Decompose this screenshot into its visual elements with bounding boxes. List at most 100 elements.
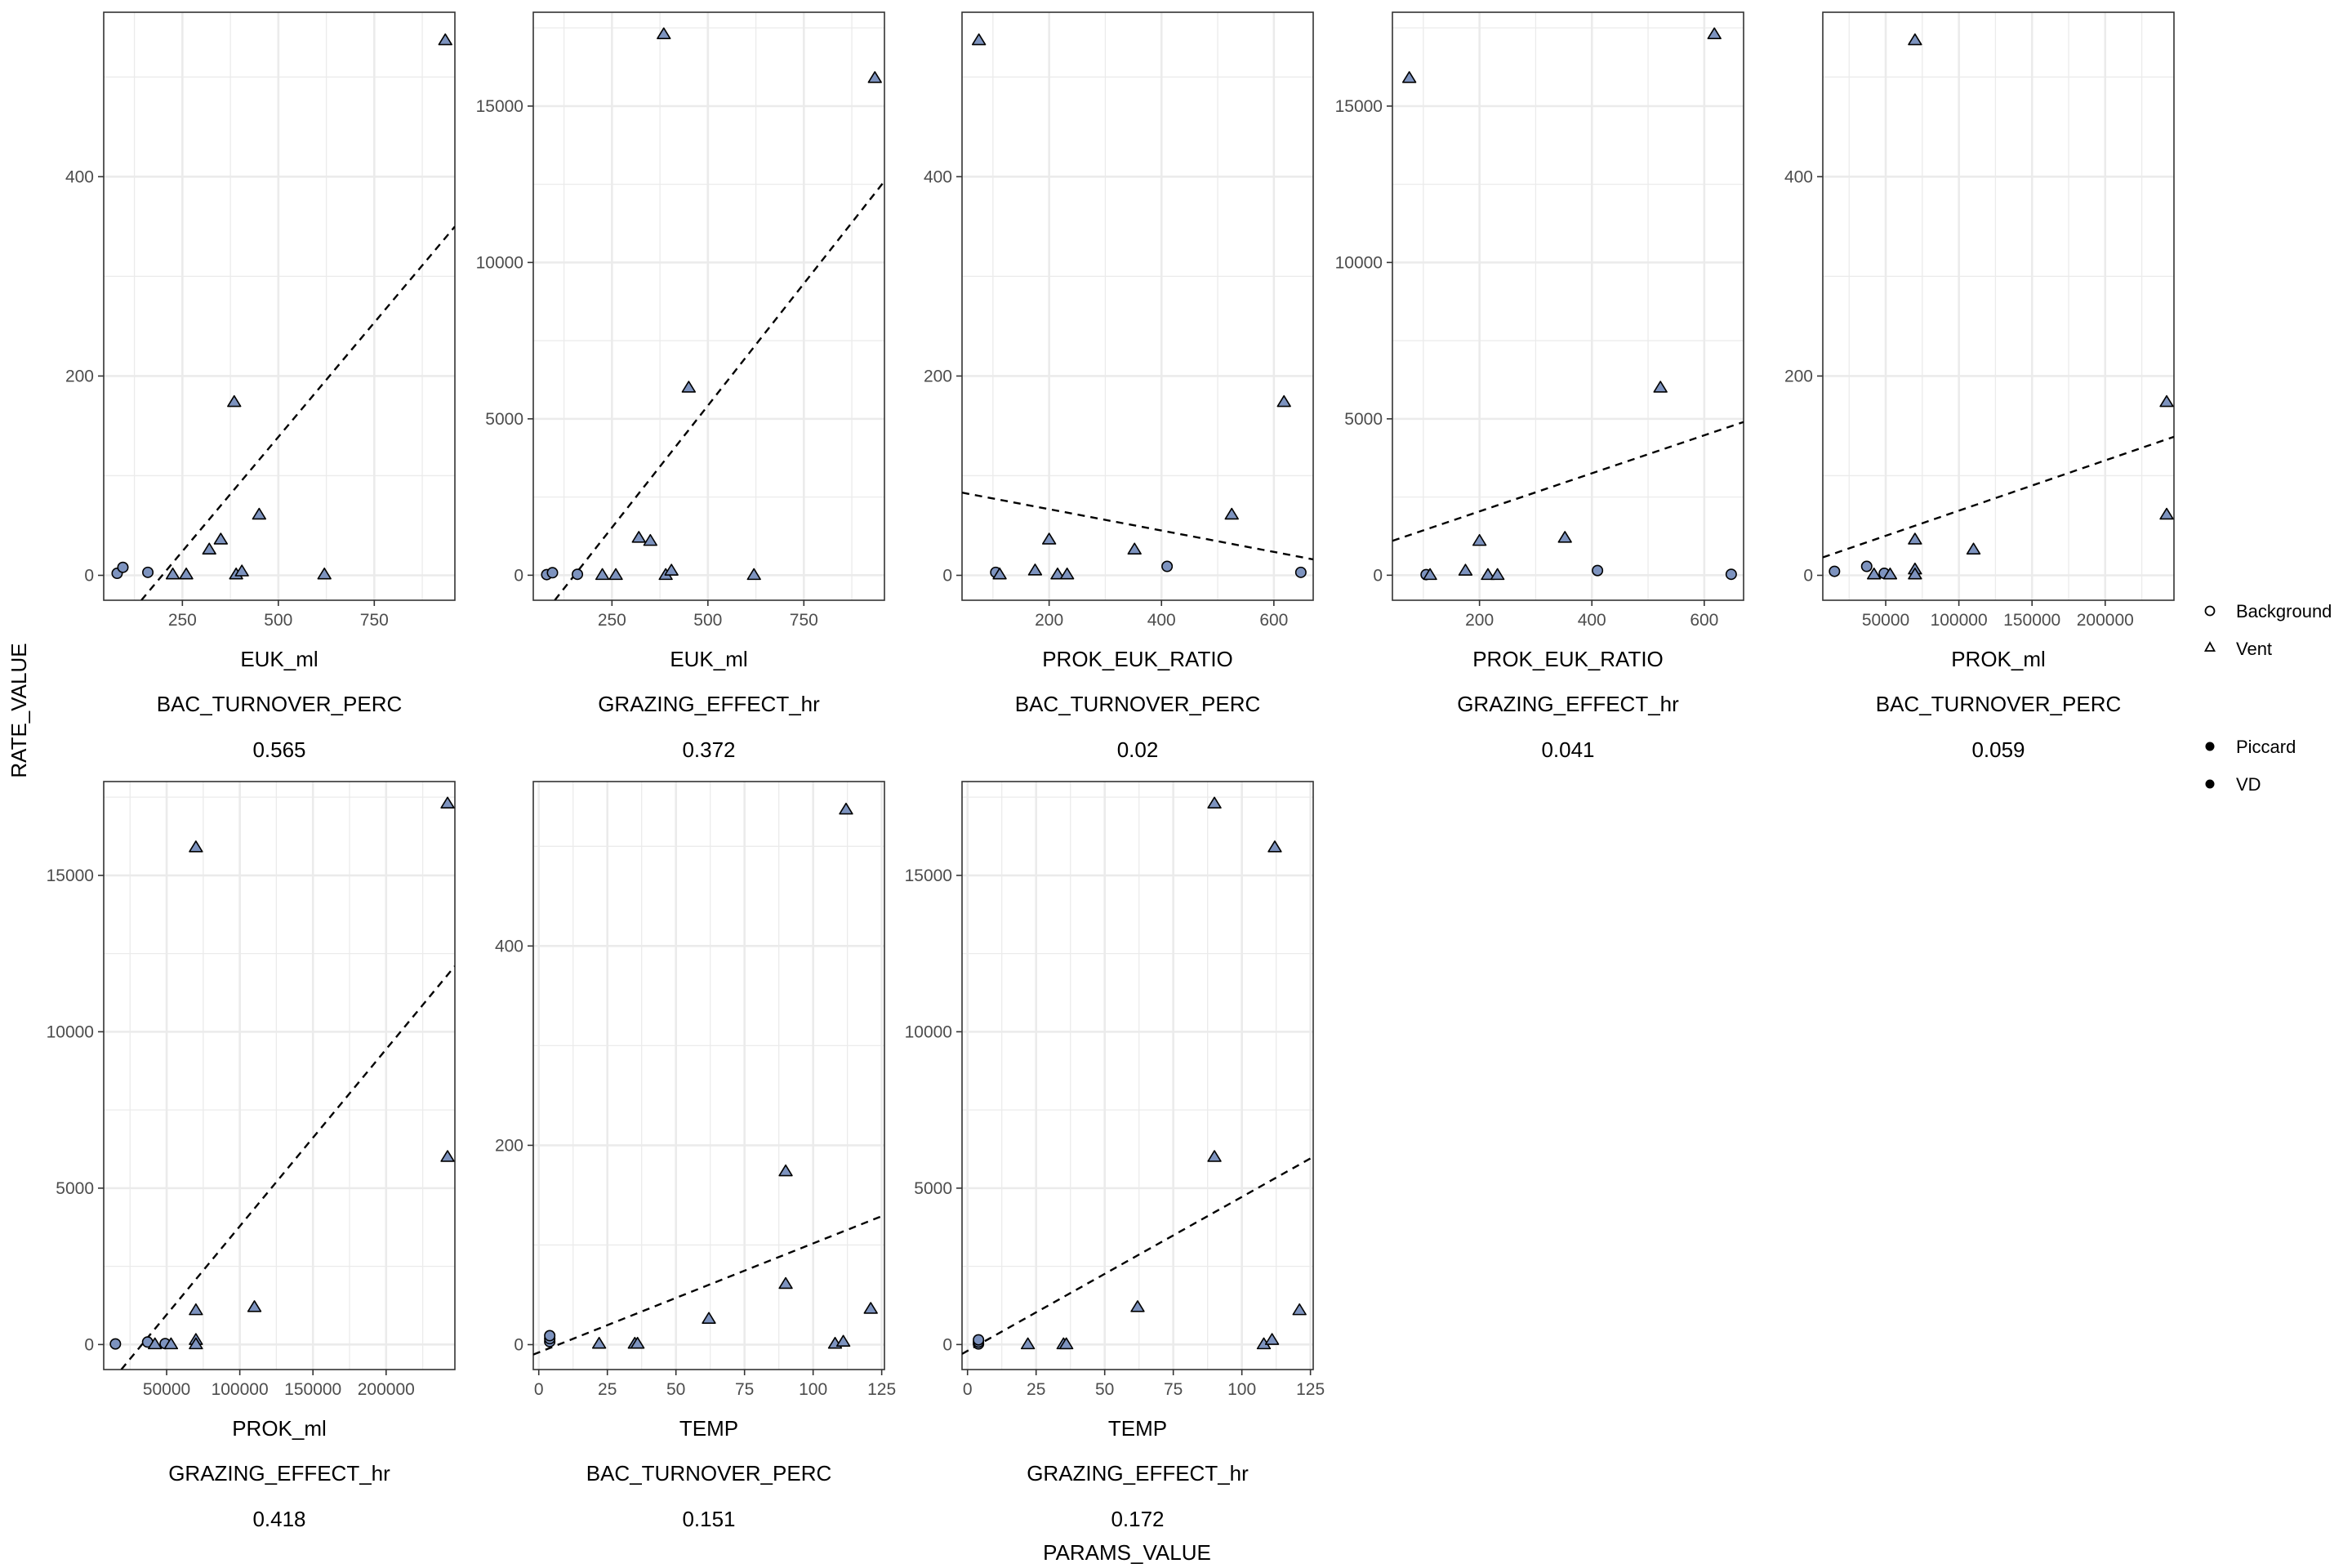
x-tick-label: 25 (598, 1380, 617, 1399)
x-tick-label: 500 (693, 611, 722, 630)
x-tick-label: 200 (1465, 611, 1494, 630)
panel-r-squared: 0.418 (252, 1507, 305, 1531)
legend-key-background (2204, 605, 2216, 617)
y-tick-label: 5000 (1344, 410, 1383, 429)
data-point-vent (1059, 567, 1075, 580)
data-point-vent (591, 1336, 607, 1349)
data-point-background (1829, 565, 1841, 577)
data-point-background (117, 561, 129, 573)
data-point-vent (1867, 567, 1882, 580)
y-tick-label: 10000 (47, 1022, 94, 1041)
data-point-vent (631, 531, 646, 543)
data-point-vent (971, 33, 987, 46)
data-point-vent (863, 1302, 878, 1314)
data-point-vent (657, 27, 671, 40)
data-point-vent (247, 1300, 262, 1312)
gridlines (1823, 12, 2174, 600)
y-tick-label: 15000 (47, 866, 94, 885)
data-point-vent (746, 568, 761, 581)
x-tick-label: 750 (360, 611, 389, 630)
panel-border (1392, 11, 1744, 601)
panel-r-squared: 0.151 (682, 1507, 735, 1531)
data-point-background (572, 568, 584, 581)
x-tick-label: 50000 (1862, 611, 1909, 630)
y-tick-label: 10000 (905, 1022, 952, 1041)
gridlines (533, 782, 884, 1370)
y-tick-label: 0 (1373, 566, 1383, 585)
scatter-panel: 200 400 600 0 5000 10000 15000 PROK_EUK_RATIO GR… (1335, 11, 1744, 762)
data-point-vent (234, 564, 249, 577)
data-point-vent (213, 532, 229, 545)
y-tick-label: 0 (942, 566, 952, 585)
x-tick-label: 400 (1147, 611, 1176, 630)
y-tick-label: 0 (514, 1335, 523, 1354)
data-point-background (109, 1338, 122, 1350)
scatter-panel: 0 25 50 75 100 125 0 200 400 TEMP BAC_TURNOVER_PER… (495, 781, 896, 1531)
data-point-vent (2159, 394, 2174, 408)
panel-r-squared: 0.059 (1971, 737, 2025, 762)
legend-label-vent: Vent (2236, 639, 2272, 659)
gridlines (533, 12, 884, 600)
y-tick-label: 15000 (905, 866, 952, 885)
y-tick-label: 5000 (914, 1179, 952, 1198)
y-tick-label: 200 (924, 367, 952, 385)
y-tick-label: 400 (924, 167, 952, 186)
panel-border (961, 11, 1314, 601)
data-point-background (973, 1334, 985, 1346)
data-point-vent (1458, 564, 1473, 576)
data-point-vent (317, 567, 332, 580)
data-point-vent (1557, 531, 1572, 543)
scatter-panel: 250 500 750 0 200 400 EUK_ml BAC_TURNOVER_PERC 0… (65, 11, 456, 762)
y-tick-label: 400 (1784, 167, 1813, 186)
legend-key-vd (2205, 779, 2215, 789)
x-tick-label: 250 (168, 611, 197, 630)
panel-rate-label: BAC_TURNOVER_PERC (1015, 692, 1261, 716)
scatter-panel: 50000 100000 150000 200000 0 200 400 PROK_ml BAC… (1784, 11, 2175, 762)
data-point-vent (1490, 568, 1505, 581)
data-point-background (546, 567, 559, 579)
panel-rate-label: GRAZING_EFFECT_hr (598, 692, 820, 716)
data-point-vent (1027, 564, 1043, 576)
data-point-background (1592, 564, 1604, 577)
x-tick-label: 50000 (143, 1380, 190, 1399)
data-point-vent (1127, 542, 1142, 555)
panel-x-label: PROK_EUK_RATIO (1472, 647, 1664, 671)
y-tick-label: 400 (65, 167, 94, 186)
data-point-vent (1401, 71, 1417, 83)
data-point-vent (252, 507, 267, 520)
trend-line (554, 180, 884, 600)
data-point-vent (1264, 1333, 1280, 1345)
data-point-vent (664, 564, 679, 576)
data-point-vent (1472, 533, 1487, 546)
panel-background (962, 782, 1313, 1370)
panel-x-label: TEMP (679, 1416, 738, 1441)
y-tick-label: 15000 (1335, 97, 1383, 116)
gridlines (104, 782, 455, 1370)
y-tick-label: 5000 (485, 410, 523, 429)
data-point-vent (702, 1312, 716, 1324)
data-point-background (1294, 566, 1307, 578)
data-point-vent (227, 394, 242, 408)
gridlines (962, 12, 1313, 600)
data-point-vent (1058, 1337, 1074, 1350)
data-point-background (1860, 560, 1873, 572)
data-point-vent (1908, 532, 1922, 545)
x-tick-label: 25 (1027, 1380, 1045, 1399)
panel-grid: 250 500 7500200400EUK_mlBAC_TURNOVER_PERC0… (47, 11, 2175, 1531)
panel-rate-label: BAC_TURNOVER_PERC (586, 1461, 832, 1486)
x-tick-label: 125 (1296, 1380, 1325, 1399)
panel-rate-label: GRAZING_EFFECT_hr (1457, 692, 1679, 716)
data-point-vent (1292, 1303, 1307, 1316)
data-point-vent (202, 542, 216, 555)
data-point-vent (179, 567, 194, 580)
y-tick-label: 15000 (476, 97, 523, 116)
panel-border (532, 11, 885, 601)
panel-r-squared: 0.041 (1541, 737, 1594, 762)
y-tick-label: 200 (1784, 367, 1813, 385)
legend-key-piccard (2205, 742, 2215, 751)
data-point-vent (1050, 567, 1065, 580)
x-tick-label: 150000 (2003, 611, 2060, 630)
data-point-vent (643, 533, 658, 546)
x-tick-label: 200 (1035, 611, 1063, 630)
data-point-vent (1130, 1300, 1145, 1312)
